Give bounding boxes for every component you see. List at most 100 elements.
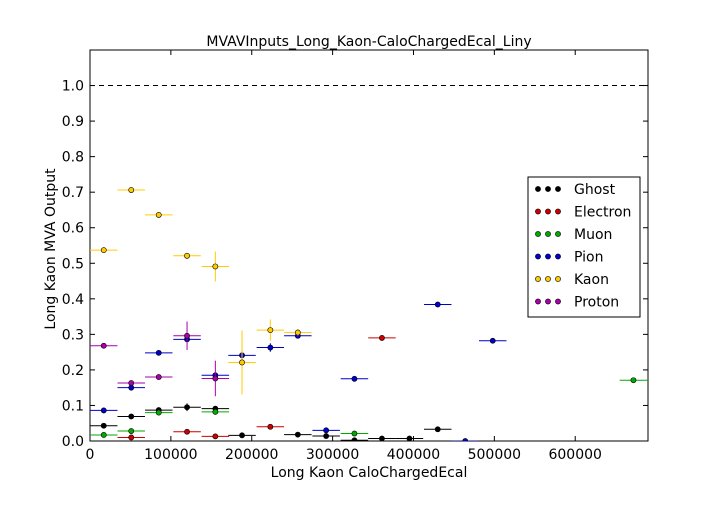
y-tick-label: 0.2: [62, 363, 84, 379]
kaon-point: [100, 247, 107, 254]
electron-point: [212, 433, 219, 440]
legend-marker-kaon: [555, 276, 561, 282]
legend-box: [527, 176, 641, 318]
series-kaon: [90, 187, 312, 395]
x-tick-label: 0: [86, 447, 95, 463]
ghost-point: [100, 422, 107, 429]
muon-point: [212, 408, 219, 415]
kaon-point: [155, 212, 162, 218]
proton-point: [184, 332, 190, 339]
legend-label-pion: Pion: [574, 250, 603, 266]
muon-point: [128, 428, 135, 434]
pion-point: [489, 337, 496, 344]
y-axis-label: Long Kaon MVA Output: [43, 168, 59, 330]
legend-label-kaon: Kaon: [574, 272, 609, 288]
x-tick-label: 100000: [144, 447, 197, 463]
pion-point: [323, 427, 330, 434]
y-tick-label: 0.4: [62, 292, 84, 308]
legend-marker-kaon: [535, 276, 541, 282]
chart-title: MVAVInputs_Long_Kaon-CaloChargedEcal_Lin…: [206, 34, 531, 50]
electron-point: [379, 335, 385, 341]
ghost-point: [351, 437, 358, 441]
x-tick-label: 500000: [468, 447, 521, 463]
legend-label-ghost: Ghost: [574, 182, 616, 198]
kaon-point: [239, 359, 245, 366]
legend: Ghost Electron Muon Pion Kaon Proton: [527, 176, 641, 318]
pion-point: [351, 375, 358, 382]
plot-frame: [89, 49, 649, 442]
legend-marker-electron: [535, 208, 541, 215]
data-layer: [90, 187, 648, 441]
legend-marker-muon: [555, 231, 561, 237]
legend-marker-electron: [555, 208, 561, 215]
pion-point: [434, 301, 441, 308]
x-tick-label: 400000: [387, 447, 440, 463]
x-tick-label: 300000: [306, 447, 359, 463]
ghost-point: [239, 432, 245, 439]
legend-marker-pion: [555, 253, 561, 260]
legend-marker-muon: [535, 231, 541, 237]
electron-point: [267, 423, 274, 430]
y-tick-label: 0.1: [62, 398, 84, 414]
ghost-point: [184, 404, 190, 411]
legend-marker-pion: [535, 253, 541, 260]
x-axis-label: Long Kaon CaloChargedEcal: [271, 465, 468, 481]
ghost-point: [379, 435, 385, 441]
series-pion: [90, 301, 507, 441]
kaon-point: [212, 263, 219, 270]
legend-label-proton: Proton: [574, 295, 619, 311]
legend-label-muon: Muon: [574, 227, 612, 243]
y-tick-label: 0.0: [62, 434, 84, 450]
legend-marker-electron: [545, 208, 551, 215]
ghost-point: [323, 433, 330, 439]
y-tick-label: 0.8: [62, 150, 84, 166]
ghost-point: [294, 431, 301, 438]
ghost-point: [406, 435, 413, 441]
proton-point: [100, 342, 107, 349]
legend-label-electron: Electron: [574, 205, 631, 221]
kaon-point: [184, 252, 190, 259]
pion-point: [462, 438, 469, 441]
ghost-point: [128, 413, 135, 420]
legend-marker-proton: [535, 298, 541, 305]
pion-point: [100, 407, 107, 414]
proton-point: [155, 374, 162, 380]
muon-point: [351, 430, 358, 437]
y-tick-label: 0.3: [62, 327, 84, 343]
y-tick-label: 0.5: [62, 256, 84, 272]
proton-point: [212, 375, 219, 382]
legend-marker-proton: [555, 298, 561, 305]
y-tick-label: 0.7: [62, 185, 84, 201]
ghost-point: [434, 426, 441, 433]
electron-point: [128, 434, 135, 441]
series-proton: [90, 321, 230, 397]
legend-marker-pion: [545, 253, 551, 260]
series-muon: [90, 377, 648, 438]
x-tick-label: 200000: [225, 447, 278, 463]
legend-marker-kaon: [545, 276, 551, 282]
proton-point: [128, 380, 135, 386]
y-tick-label: 0.9: [62, 114, 84, 130]
kaon-point: [267, 327, 274, 333]
legend-marker-ghost: [545, 186, 551, 192]
muon-point: [630, 377, 637, 384]
legend-marker-ghost: [535, 186, 541, 192]
muon-point: [155, 409, 162, 416]
muon-point: [100, 432, 107, 438]
y-tick-label: 0.6: [62, 221, 84, 237]
pion-point: [155, 349, 162, 356]
y-tick-label: 1.0: [62, 79, 84, 95]
legend-marker-proton: [545, 298, 551, 305]
kaon-point: [294, 329, 301, 336]
kaon-point: [128, 187, 135, 193]
series-ghost: [90, 403, 452, 441]
series-electron: [117, 335, 396, 441]
legend-marker-ghost: [555, 186, 561, 192]
plot-area: 0 100000 200000 300000 400000 500000 600000 0.0…: [62, 49, 649, 463]
pion-point: [267, 344, 274, 351]
x-tick-label: 600000: [548, 447, 601, 463]
legend-marker-muon: [545, 231, 551, 237]
electron-point: [184, 428, 190, 435]
